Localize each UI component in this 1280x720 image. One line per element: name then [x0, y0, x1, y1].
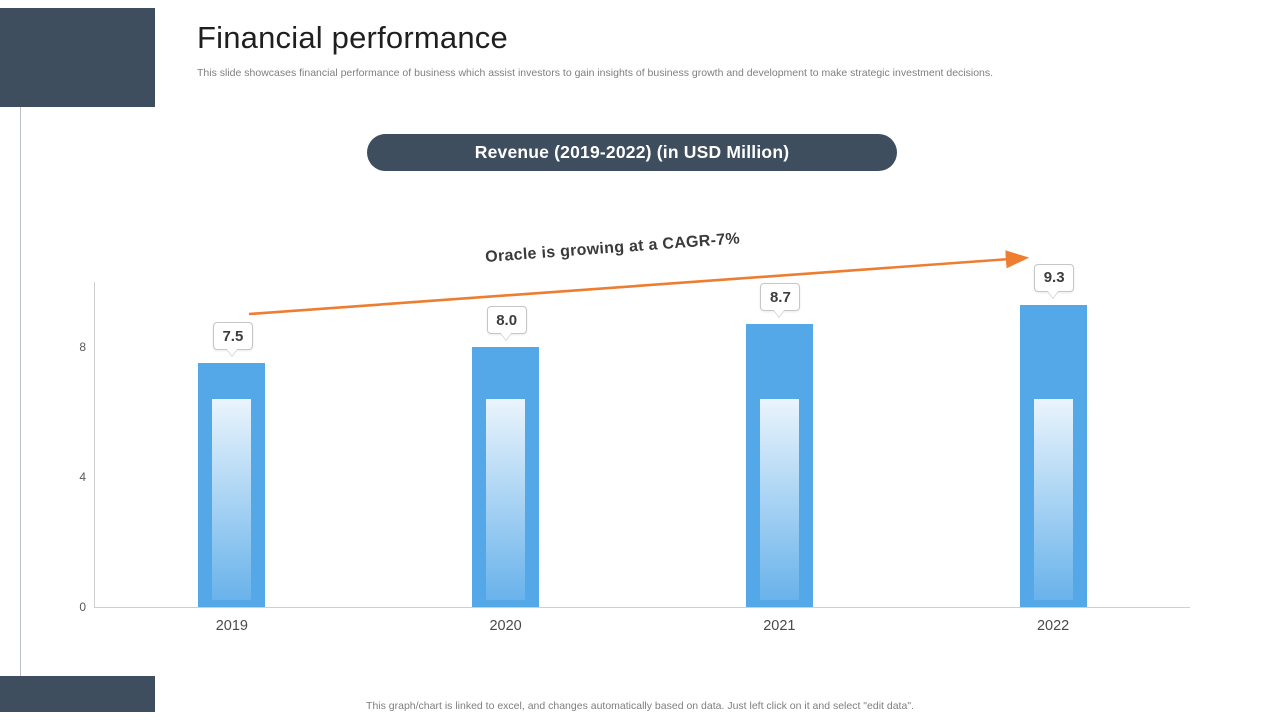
bar-highlight	[1033, 399, 1073, 600]
page-subtitle: This slide showcases financial performan…	[197, 67, 994, 79]
bar-highlight	[486, 399, 526, 600]
data-label-callout-2019: 7.5	[212, 322, 253, 351]
data-label-callout-2022: 9.3	[1034, 263, 1075, 292]
slide-footer-note: This graph/chart is linked to excel, and…	[366, 700, 914, 712]
data-label-callout-tip	[1047, 289, 1060, 298]
x-axis-label-2019: 2019	[215, 618, 248, 634]
bar-2020[interactable]	[472, 347, 540, 607]
data-label-callout-2020: 8.0	[486, 306, 527, 334]
left-vertical-rule	[20, 107, 21, 676]
bar-highlight	[759, 399, 799, 600]
data-label-callout-tip	[225, 348, 238, 357]
data-label-callout-tip	[499, 332, 512, 340]
corner-accent-top-left	[0, 8, 155, 107]
cagr-annotation: Oracle is growing at a CAGR-7%	[484, 230, 741, 267]
page-title: Financial performance	[197, 20, 508, 55]
x-axis-label-2022: 2022	[1036, 618, 1070, 634]
bar-2021[interactable]	[745, 324, 813, 607]
x-axis-label-2020: 2020	[489, 618, 522, 634]
chart-title-pill: Revenue (2019-2022) (in USD Million)	[367, 134, 897, 171]
x-axis-line	[94, 607, 1190, 608]
x-axis-label-2021: 2021	[763, 618, 796, 634]
bar-2019[interactable]	[198, 363, 266, 607]
y-axis-tick-label: 0	[79, 600, 86, 614]
y-axis-line	[94, 282, 95, 607]
bar-highlight	[212, 399, 252, 600]
data-label-callout-tip	[773, 309, 786, 318]
y-axis-tick-label: 8	[79, 340, 86, 354]
data-label-callout-2021: 8.7	[760, 283, 801, 312]
bar-2022[interactable]	[1019, 304, 1087, 607]
corner-accent-bottom-left	[0, 676, 155, 712]
y-axis-tick-label: 4	[79, 470, 86, 484]
chart-title: Revenue (2019-2022) (in USD Million)	[474, 142, 790, 162]
